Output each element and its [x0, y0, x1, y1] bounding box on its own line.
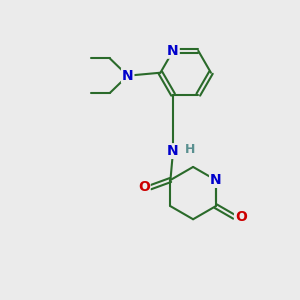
Text: N: N [167, 44, 179, 58]
Text: N: N [210, 173, 222, 187]
Text: N: N [122, 69, 134, 83]
Text: O: O [138, 180, 150, 194]
Text: H: H [185, 143, 196, 156]
Text: O: O [235, 210, 247, 224]
Text: N: N [167, 144, 179, 158]
